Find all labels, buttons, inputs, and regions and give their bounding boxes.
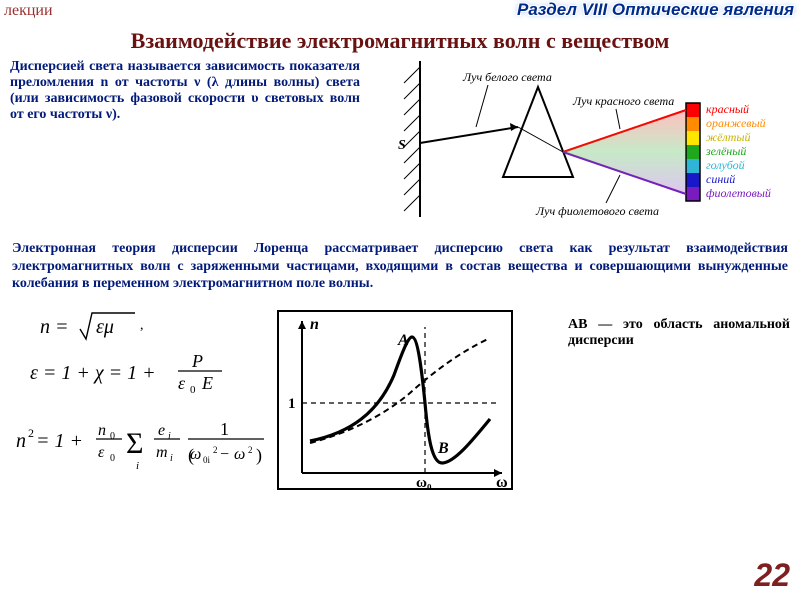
svg-text:0i: 0i — [203, 455, 211, 465]
page-title: Взаимодействие электромагнитных волн с в… — [0, 28, 800, 53]
svg-text:): ) — [256, 445, 262, 466]
svg-text:синий: синий — [706, 172, 735, 186]
svg-text:0: 0 — [110, 431, 115, 442]
axis-omega: ω — [496, 474, 508, 491]
yref-1: 1 — [288, 396, 296, 412]
wall — [404, 61, 420, 217]
formula-n2: n 2 = 1 + n 0 ε 0 Σ i e i m i 1 — [16, 419, 264, 472]
svg-text:n: n — [98, 422, 106, 439]
header-bar: лекции Раздел VIII Оптические явления — [0, 0, 800, 22]
svg-text:2: 2 — [248, 445, 253, 455]
svg-text:,: , — [140, 318, 144, 333]
spectrum-labels: красный оранжевый жёлтый зелёный голубой… — [705, 102, 771, 200]
svg-text:= 1 +: = 1 + — [36, 430, 83, 452]
svg-text:оранжевый: оранжевый — [706, 116, 766, 130]
point-B: B — [437, 440, 449, 457]
svg-text:ε: ε — [178, 373, 186, 393]
violet-ray-label: Луч фиолетового света — [535, 204, 659, 218]
svg-text:голубой: голубой — [706, 158, 745, 172]
lectures-label: лекции — [4, 2, 53, 20]
dispersion-definition: Дисперсией света называется зависимость … — [10, 57, 368, 232]
svg-text:жёлтый: жёлтый — [706, 130, 751, 144]
formula-epsilon: ε = 1 + χ = 1 + P ε 0 E — [30, 351, 222, 396]
svg-text:n: n — [16, 430, 26, 452]
svg-text:ε = 1 + χ = 1 +: ε = 1 + χ = 1 + — [30, 362, 156, 384]
axis-omega0: ω₀ — [416, 475, 432, 491]
page-number: 22 — [754, 557, 790, 594]
svg-text:зелёный: зелёный — [705, 144, 746, 158]
anomaly-caption: AB — это область аномальной дисперсии — [550, 299, 790, 349]
svg-text:ω: ω — [234, 446, 245, 463]
spectrum-screen — [686, 103, 700, 201]
prism-diagram: S Луч белого света — [368, 57, 790, 232]
svg-text:e: e — [158, 422, 165, 439]
row-definition-and-prism: Дисперсией света называется зависимость … — [0, 57, 800, 232]
svg-text:ε: ε — [98, 444, 105, 461]
svg-text:0: 0 — [110, 453, 115, 464]
point-A: A — [397, 332, 409, 349]
dispersion-graph: n ω ω₀ 1 A B — [270, 299, 550, 503]
svg-text:εμ: εμ — [96, 316, 114, 338]
svg-text:(: ( — [188, 445, 194, 466]
row-formulas-graph: n = εμ , ε = 1 + χ = 1 + P ε 0 E n 2 = 1… — [0, 295, 800, 503]
white-ray — [420, 127, 518, 143]
red-ray-label: Луч красного света — [572, 94, 674, 108]
svg-text:i: i — [168, 431, 171, 442]
svg-text:2: 2 — [28, 426, 34, 440]
section-header: Раздел VIII Оптические явления — [517, 0, 794, 20]
svg-text:m: m — [156, 444, 168, 461]
svg-text:2: 2 — [213, 445, 218, 455]
axis-n: n — [310, 316, 319, 333]
svg-text:красный: красный — [706, 102, 749, 116]
svg-text:n =: n = — [40, 316, 69, 338]
svg-text:1: 1 — [220, 419, 229, 439]
graph-frame — [278, 311, 512, 489]
prism-shape — [503, 87, 573, 177]
svg-text:Σ: Σ — [126, 427, 143, 460]
svg-text:i: i — [136, 460, 139, 472]
svg-text:−: − — [220, 446, 229, 463]
svg-text:E: E — [201, 373, 213, 393]
lorentz-paragraph: Электронная теория дисперсии Лоренца рас… — [0, 232, 800, 295]
svg-text:i: i — [170, 453, 173, 464]
formula-n-sqrt: n = εμ , — [40, 313, 144, 339]
white-ray-label: Луч белого света — [462, 70, 552, 84]
source-label: S — [398, 138, 406, 153]
svg-text:0: 0 — [190, 384, 196, 396]
formulas-block: n = εμ , ε = 1 + χ = 1 + P ε 0 E n 2 = 1… — [10, 299, 270, 495]
svg-text:фиолетовый: фиолетовый — [706, 186, 771, 200]
svg-text:P: P — [191, 351, 203, 371]
